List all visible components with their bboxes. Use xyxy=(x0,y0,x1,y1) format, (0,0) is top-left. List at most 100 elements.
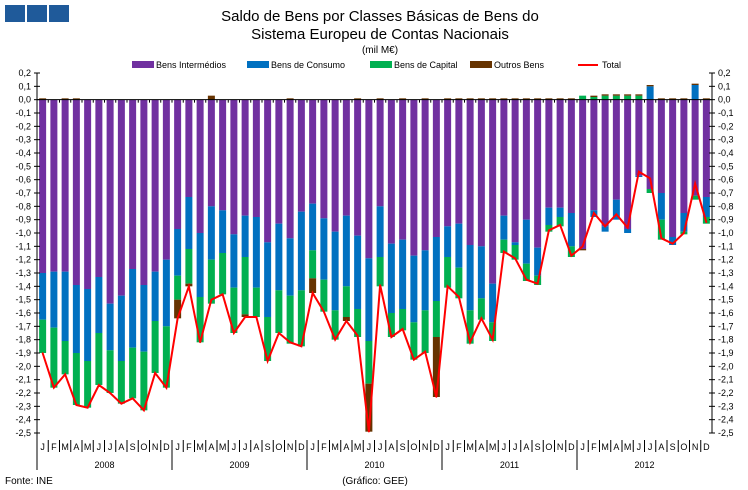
total-point-36 xyxy=(446,285,449,288)
bar-bens-interm-dios-55 xyxy=(657,99,665,193)
bar-outros-bens-35 xyxy=(432,337,440,397)
total-point-57 xyxy=(683,232,685,234)
total-point-37 xyxy=(458,296,460,298)
total-point-0 xyxy=(41,352,44,354)
total-point-2 xyxy=(64,373,66,376)
gee-logo xyxy=(5,5,69,22)
bar-bens-de-capital-35 xyxy=(432,301,440,337)
total-point-44 xyxy=(536,282,539,285)
month-label: J xyxy=(513,442,518,452)
y-tick-label-left: -2,4 xyxy=(15,415,31,425)
bar-outros-bens-53 xyxy=(635,94,643,96)
bar-outros-bens-59 xyxy=(702,98,710,100)
month-label: O xyxy=(545,442,552,452)
bar-bens-de-consumo-44 xyxy=(534,247,542,276)
month-label: J xyxy=(175,442,180,452)
month-label: N xyxy=(422,442,429,452)
y-tick-label-right: -1,8 xyxy=(718,335,734,345)
month-label: M xyxy=(219,442,227,452)
total-point-21 xyxy=(278,332,280,334)
chart-credit: (Gráfico: GEE) xyxy=(342,476,408,487)
y-tick-label-left: -0,8 xyxy=(15,201,31,211)
bar-bens-de-consumo-58 xyxy=(691,85,699,100)
bar-bens-interm-dios-11 xyxy=(162,99,170,260)
month-label: A xyxy=(658,442,664,452)
bar-outros-bens-42 xyxy=(511,98,519,100)
month-label: A xyxy=(478,442,484,452)
bar-bens-de-capital-8 xyxy=(129,347,137,399)
y-tick-label-right: -1,5 xyxy=(718,295,734,305)
month-label: O xyxy=(410,442,417,452)
bar-bens-de-consumo-6 xyxy=(106,303,114,351)
bar-bens-de-capital-58 xyxy=(691,195,699,200)
bar-bens-interm-dios-1 xyxy=(50,99,58,272)
month-label: M xyxy=(624,442,632,452)
month-label: M xyxy=(466,442,474,452)
bar-bens-interm-dios-24 xyxy=(309,99,317,204)
bar-bens-de-capital-23 xyxy=(297,290,305,347)
month-label: F xyxy=(321,442,327,452)
total-point-47 xyxy=(570,254,573,257)
month-label: N xyxy=(287,442,294,452)
month-label: N xyxy=(557,442,564,452)
legend-swatch-3 xyxy=(470,61,492,68)
month-label: D xyxy=(298,442,305,452)
bar-bens-de-capital-14 xyxy=(196,297,204,343)
total-point-51 xyxy=(615,213,618,216)
month-label: M xyxy=(489,442,497,452)
bar-bens-interm-dios-42 xyxy=(511,99,519,243)
month-label: S xyxy=(535,442,541,452)
total-point-31 xyxy=(390,336,393,338)
bar-outros-bens-50 xyxy=(601,94,609,96)
bar-bens-de-consumo-14 xyxy=(196,233,204,297)
bar-bens-interm-dios-30 xyxy=(376,99,384,207)
year-label: 2012 xyxy=(634,460,654,470)
y-tick-label-right: 0,0 xyxy=(718,95,731,105)
bar-outros-bens-18 xyxy=(241,314,249,317)
y-tick-label-right: -1,3 xyxy=(718,268,734,278)
bar-bens-de-consumo-54 xyxy=(646,86,654,100)
total-point-34 xyxy=(424,350,426,353)
bar-bens-interm-dios-8 xyxy=(129,99,137,270)
y-tick-label-left: -1,0 xyxy=(15,228,31,238)
total-point-46 xyxy=(559,224,561,226)
y-tick-label-left: -1,5 xyxy=(15,295,31,305)
month-label: F xyxy=(186,442,192,452)
bar-bens-interm-dios-31 xyxy=(387,99,395,244)
bar-bens-interm-dios-39 xyxy=(477,99,485,247)
bar-bens-interm-dios-34 xyxy=(421,99,429,251)
total-point-48 xyxy=(581,245,584,248)
bar-bens-de-consumo-50 xyxy=(601,226,609,232)
y-tick-label-right: -0,9 xyxy=(718,215,734,225)
month-label: J xyxy=(97,442,102,452)
month-label: M xyxy=(61,442,69,452)
bar-bens-de-consumo-43 xyxy=(522,219,530,264)
bar-bens-interm-dios-49 xyxy=(590,99,598,211)
legend-label-0: Bens Intermédios xyxy=(156,60,227,70)
bar-bens-de-consumo-29 xyxy=(365,258,373,341)
bar-bens-de-consumo-18 xyxy=(241,215,249,257)
bar-outros-bens-39 xyxy=(477,98,485,100)
legend: Bens Intermédios Bens de Consumo Bens de C… xyxy=(132,60,621,70)
bar-outros-bens-36 xyxy=(444,98,452,100)
bar-bens-interm-dios-6 xyxy=(106,99,114,304)
bar-bens-de-consumo-40 xyxy=(489,283,497,323)
bar-bens-interm-dios-3 xyxy=(72,99,80,286)
bar-bens-de-capital-48 xyxy=(579,95,587,100)
bar-bens-de-consumo-13 xyxy=(185,197,193,249)
bar-bens-interm-dios-9 xyxy=(140,99,148,286)
total-point-24 xyxy=(311,292,314,294)
bar-bens-interm-dios-41 xyxy=(500,99,508,216)
y-tick-label-right: -1,4 xyxy=(718,281,734,291)
bar-bens-de-capital-39 xyxy=(477,298,485,320)
bar-bens-interm-dios-47 xyxy=(567,99,575,213)
bar-bens-de-consumo-0 xyxy=(39,273,47,320)
bar-bens-de-consumo-33 xyxy=(410,255,418,323)
bar-outros-bens-3 xyxy=(72,98,80,100)
bar-bens-de-capital-40 xyxy=(489,322,497,341)
bar-outros-bens-58 xyxy=(691,83,699,85)
bar-bens-interm-dios-48 xyxy=(579,99,587,250)
total-point-18 xyxy=(244,316,246,318)
bar-bens-interm-dios-27 xyxy=(342,99,350,216)
legend-swatch-1 xyxy=(247,61,269,68)
